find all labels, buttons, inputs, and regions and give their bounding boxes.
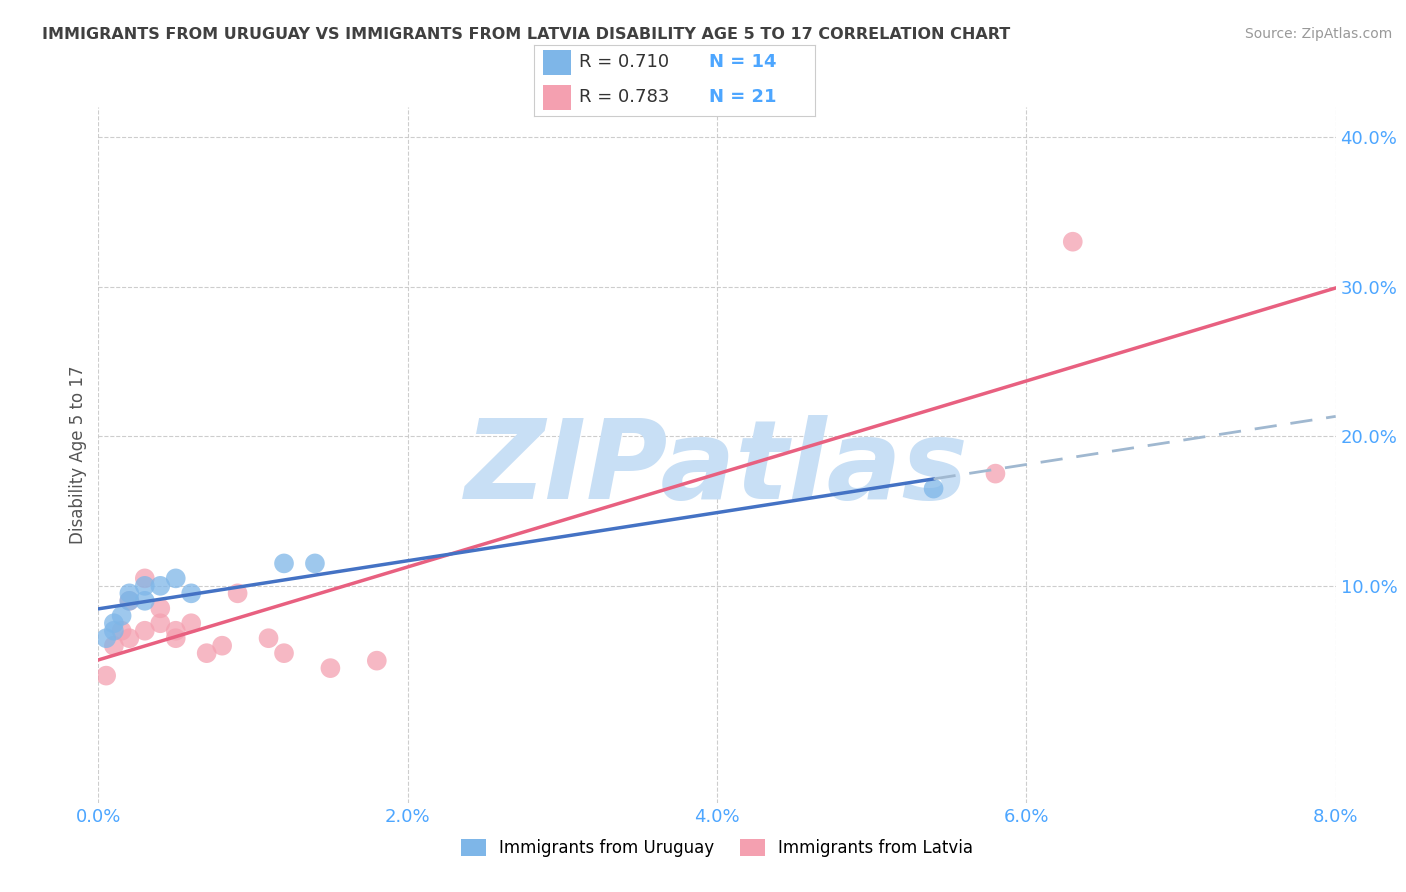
Point	[165, 631, 187, 645]
Point	[1062, 235, 1084, 249]
Point	[984, 467, 1007, 481]
Point	[257, 631, 280, 645]
Point	[134, 571, 156, 585]
Point	[111, 624, 132, 638]
Point	[149, 579, 172, 593]
Point	[195, 646, 218, 660]
Point	[118, 594, 141, 608]
Point	[134, 579, 156, 593]
Text: N = 21: N = 21	[709, 88, 776, 106]
Point	[165, 624, 187, 638]
Point	[118, 594, 141, 608]
Legend: Immigrants from Uruguay, Immigrants from Latvia: Immigrants from Uruguay, Immigrants from…	[454, 832, 980, 864]
Point	[111, 608, 132, 623]
Y-axis label: Disability Age 5 to 17: Disability Age 5 to 17	[69, 366, 87, 544]
Point	[96, 631, 118, 645]
Bar	[543, 85, 571, 111]
Point	[149, 616, 172, 631]
Point	[273, 557, 295, 571]
Point	[149, 601, 172, 615]
Point	[118, 631, 141, 645]
Text: R = 0.783: R = 0.783	[579, 88, 669, 106]
Point	[226, 586, 249, 600]
Point	[96, 668, 118, 682]
Point	[180, 586, 202, 600]
Point	[103, 616, 125, 631]
Text: Source: ZipAtlas.com: Source: ZipAtlas.com	[1244, 27, 1392, 41]
Point	[273, 646, 295, 660]
Text: IMMIGRANTS FROM URUGUAY VS IMMIGRANTS FROM LATVIA DISABILITY AGE 5 TO 17 CORRELA: IMMIGRANTS FROM URUGUAY VS IMMIGRANTS FR…	[42, 27, 1011, 42]
Point	[366, 654, 388, 668]
Text: N = 14: N = 14	[709, 54, 776, 71]
Point	[319, 661, 342, 675]
Point	[211, 639, 233, 653]
Bar	[543, 50, 571, 75]
Point	[165, 571, 187, 585]
Text: R = 0.710: R = 0.710	[579, 54, 669, 71]
Point	[922, 482, 945, 496]
Point	[304, 557, 326, 571]
Point	[103, 639, 125, 653]
Point	[134, 594, 156, 608]
Point	[103, 624, 125, 638]
Text: ZIPatlas: ZIPatlas	[465, 416, 969, 523]
Point	[134, 624, 156, 638]
Point	[180, 616, 202, 631]
Point	[118, 586, 141, 600]
